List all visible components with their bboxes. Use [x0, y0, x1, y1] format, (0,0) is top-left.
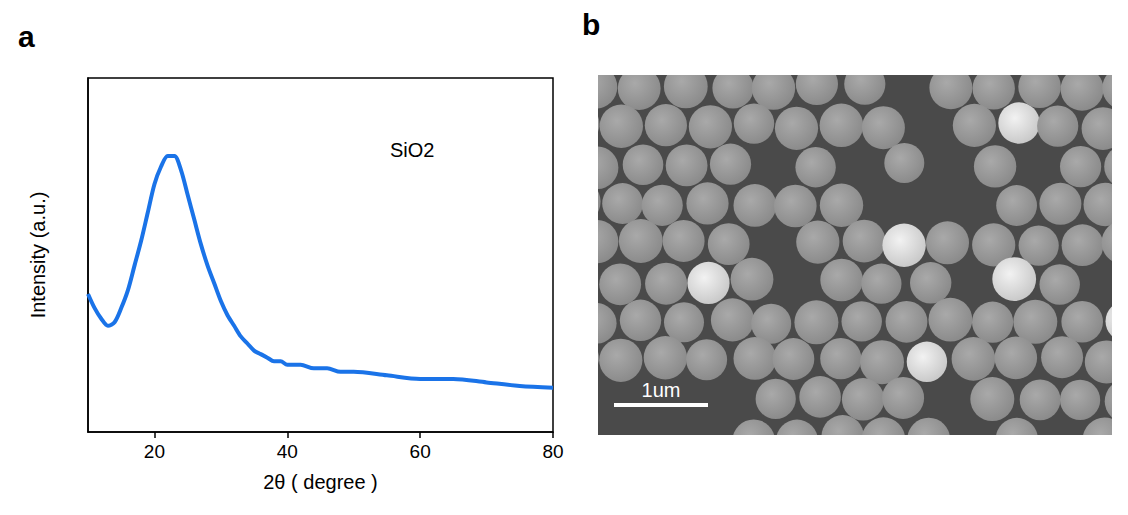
svg-text:1um: 1um: [642, 379, 681, 401]
svg-text:20: 20: [144, 441, 165, 462]
svg-text:2θ ( degree ): 2θ ( degree ): [263, 471, 378, 493]
html-text:b: b: [582, 8, 601, 41]
svg-text:Intensity (a.u.): Intensity (a.u.): [27, 192, 49, 319]
svg-text:SiO2: SiO2: [390, 139, 434, 161]
svg-text:80: 80: [542, 441, 563, 462]
html-text:a: a: [18, 20, 35, 53]
svg-text:40: 40: [277, 441, 298, 462]
svg-text:60: 60: [410, 441, 431, 462]
